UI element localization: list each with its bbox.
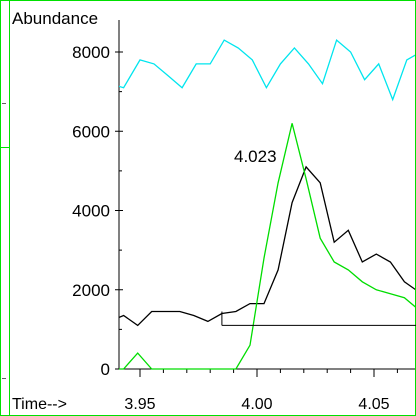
series-line-1 xyxy=(119,38,415,102)
y-tick-label: 8000 xyxy=(72,43,110,62)
series-line-3 xyxy=(119,123,415,370)
x-axis-label: Time--> xyxy=(12,396,67,413)
x-tick-label: 3.95 xyxy=(124,396,155,413)
y-axis-label: Abundance xyxy=(12,9,98,28)
y-tick-label: 6000 xyxy=(72,122,110,141)
y-tick-label: 4000 xyxy=(72,202,110,221)
side-panel-mark xyxy=(2,378,6,379)
x-tick-label: 4.00 xyxy=(241,396,272,413)
side-panel-mark xyxy=(2,103,6,104)
y-tick-label: 2000 xyxy=(72,281,110,300)
x-tick-label: 4.05 xyxy=(358,396,389,413)
peak-label: 4.023 xyxy=(234,147,277,166)
series-line-2 xyxy=(119,165,415,327)
panel-divider xyxy=(9,0,10,416)
y-tick-label: 0 xyxy=(101,360,110,379)
top-border xyxy=(9,0,416,1)
side-panel-divider xyxy=(0,147,9,148)
